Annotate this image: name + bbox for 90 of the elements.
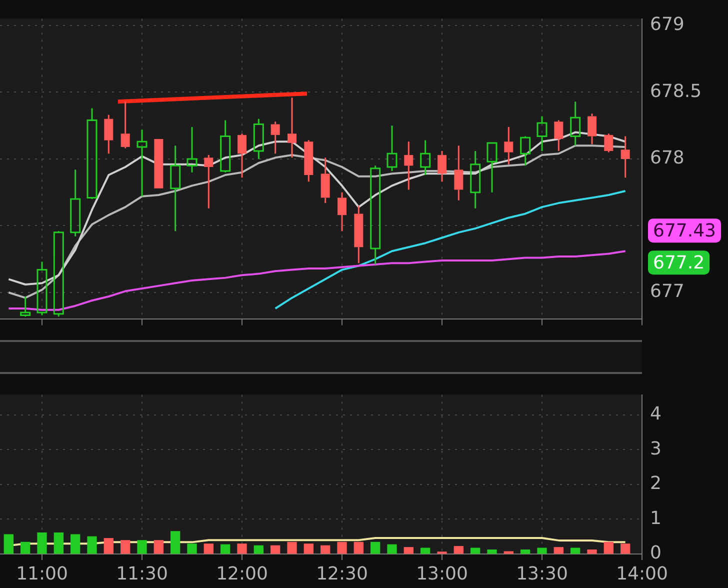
text: 677.2 (653, 252, 705, 274)
x-tick-label: 11:30 (116, 563, 168, 584)
bar (520, 550, 530, 554)
candlestick (304, 140, 314, 182)
y-tick-label: 0 (650, 542, 662, 564)
bar (554, 547, 564, 554)
candlestick (554, 120, 564, 152)
bar (137, 540, 147, 554)
bar (204, 544, 214, 554)
bar (70, 534, 80, 554)
candlestick (104, 114, 114, 154)
text: 677.43 (653, 220, 716, 242)
candlestick (338, 192, 346, 232)
x-tick-label: 12:00 (216, 563, 268, 584)
bar (487, 550, 497, 554)
candlestick (136, 128, 148, 198)
candlestick (320, 156, 330, 204)
bar (304, 544, 314, 554)
bar (154, 540, 164, 554)
candlestick (420, 140, 431, 176)
candlestick (220, 120, 231, 174)
candlestick (120, 100, 130, 150)
bar (54, 532, 64, 554)
candlestick (438, 150, 446, 182)
y-tick-label: 4 (650, 404, 662, 425)
bar (220, 544, 230, 554)
candlestick (86, 108, 98, 200)
bar (470, 548, 480, 554)
bar (537, 548, 547, 554)
bar (320, 545, 330, 554)
bar (337, 542, 347, 554)
candlestick (36, 261, 48, 316)
candlestick (238, 132, 246, 178)
bar (454, 546, 464, 554)
bar (270, 545, 280, 554)
bar (87, 536, 97, 554)
candlestick (570, 100, 581, 146)
candlestick (253, 118, 264, 160)
y-tick-label: 1 (650, 508, 662, 529)
candlestick (620, 136, 630, 178)
x-tick-label: 12:30 (316, 563, 368, 584)
candlestick (504, 126, 514, 166)
bar (420, 548, 430, 554)
bar (4, 534, 14, 554)
bar (287, 542, 297, 554)
candlestick (520, 136, 531, 166)
bar (20, 542, 30, 554)
y-tick-label: 678.5 (650, 80, 702, 102)
candlestick (354, 204, 364, 264)
y-tick-label: 2 (650, 473, 662, 494)
candlestick (404, 140, 414, 190)
candlestick (604, 132, 614, 154)
bar (570, 548, 580, 554)
candlestick (170, 144, 181, 232)
bar (387, 544, 397, 554)
candlestick (486, 142, 498, 194)
y-tick-label: 679 (650, 14, 684, 36)
bar (370, 542, 380, 554)
candlestick (20, 296, 31, 318)
bar (587, 550, 597, 554)
y-tick-label: 677 (650, 281, 684, 302)
x-tick-label: 11:00 (16, 563, 68, 584)
bar (237, 544, 247, 554)
bar (170, 531, 180, 554)
candlestick (386, 124, 398, 172)
bar (620, 544, 630, 554)
candlestick (186, 126, 198, 174)
candlestick (454, 144, 464, 202)
bar (254, 545, 264, 554)
x-tick-label: 13:30 (516, 563, 568, 584)
bar (404, 547, 414, 554)
y-tick-label: 678 (650, 148, 684, 169)
candlestick (288, 96, 296, 158)
candlestick (70, 168, 81, 238)
candlestick (470, 150, 481, 210)
candlestick (270, 120, 280, 154)
bar (354, 542, 364, 554)
y-tick-label: 3 (650, 438, 662, 460)
candlestick (536, 116, 548, 152)
candlestick (204, 154, 214, 210)
bar (604, 542, 614, 554)
bar (187, 544, 197, 554)
bar (104, 538, 114, 554)
bar (120, 540, 130, 554)
x-tick-label: 13:00 (416, 563, 468, 584)
candlestick (588, 112, 596, 146)
bar (504, 551, 514, 554)
candlestick (370, 164, 381, 266)
x-tick-label: 14:00 (616, 563, 668, 584)
bar (37, 532, 47, 554)
